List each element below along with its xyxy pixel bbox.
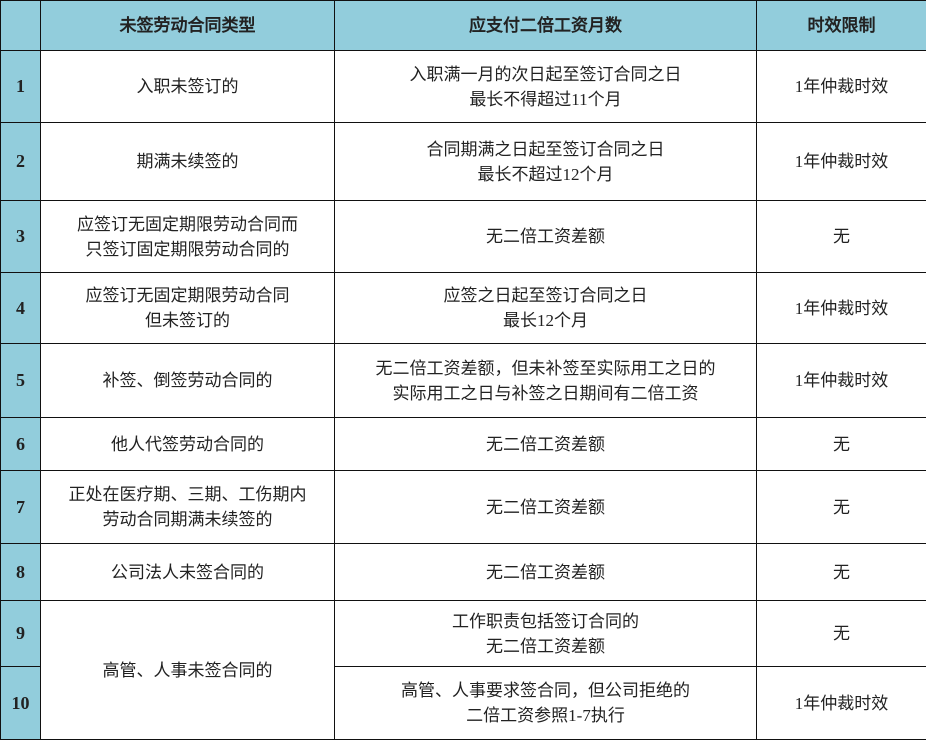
cell-line: 最长12个月: [339, 308, 752, 333]
cell-line: 最长不得超过11个月: [339, 87, 752, 112]
contract-type-cell: 正处在医疗期、三期、工伤期内劳动合同期满未续签的: [41, 471, 335, 544]
limit-cell: 1年仲裁时效: [757, 273, 926, 344]
row-number: 6: [1, 418, 41, 471]
cell-line: 正处在医疗期、三期、工伤期内: [45, 482, 330, 507]
limit-cell: 无: [757, 471, 926, 544]
cell-line: 只签订固定期限劳动合同的: [45, 237, 330, 262]
header-type: 未签劳动合同类型: [41, 1, 335, 51]
cell-line: 补签、倒签劳动合同的: [45, 368, 330, 393]
cell-line: 无二倍工资差额: [339, 432, 752, 457]
contract-type-cell: 他人代签劳动合同的: [41, 418, 335, 471]
row-number: 3: [1, 201, 41, 273]
contract-type-cell: 高管、人事未签合同的: [41, 601, 335, 740]
cell-line: 无二倍工资差额: [339, 634, 752, 659]
header-limit: 时效限制: [757, 1, 926, 51]
cell-line: 合同期满之日起至签订合同之日: [339, 137, 752, 162]
limit-cell: 1年仲裁时效: [757, 667, 926, 740]
cell-line: 入职未签订的: [45, 74, 330, 99]
cell-line: 二倍工资参照1-7执行: [339, 703, 752, 728]
row-number: 9: [1, 601, 41, 667]
contract-type-cell: 应签订无固定期限劳动合同而只签订固定期限劳动合同的: [41, 201, 335, 273]
cell-line: 最长不超过12个月: [339, 162, 752, 187]
row-number: 1: [1, 51, 41, 123]
cell-line: 实际用工之日与补签之日期间有二倍工资: [339, 381, 752, 406]
cell-line: 无二倍工资差额: [339, 560, 752, 585]
limit-cell: 无: [757, 601, 926, 667]
limit-cell: 无: [757, 418, 926, 471]
limit-cell: 1年仲裁时效: [757, 51, 926, 123]
cell-line: 应签订无固定期限劳动合同: [45, 283, 330, 308]
months-cell: 工作职责包括签订合同的无二倍工资差额: [335, 601, 757, 667]
contract-type-cell: 公司法人未签合同的: [41, 544, 335, 601]
months-cell: 应签之日起至签订合同之日最长12个月: [335, 273, 757, 344]
months-cell: 无二倍工资差额: [335, 418, 757, 471]
limit-cell: 1年仲裁时效: [757, 344, 926, 418]
row-number: 5: [1, 344, 41, 418]
months-cell: 无二倍工资差额: [335, 544, 757, 601]
header-row: 未签劳动合同类型 应支付二倍工资月数 时效限制: [1, 1, 926, 51]
limit-cell: 无: [757, 544, 926, 601]
months-cell: 无二倍工资差额: [335, 471, 757, 544]
row-number: 8: [1, 544, 41, 601]
cell-line: 入职满一月的次日起至签订合同之日: [339, 62, 752, 87]
cell-line: 高管、人事要求签合同，但公司拒绝的: [339, 678, 752, 703]
cell-line: 无二倍工资差额: [339, 224, 752, 249]
cell-line: 工作职责包括签订合同的: [339, 609, 752, 634]
months-cell: 无二倍工资差额，但未补签至实际用工之日的实际用工之日与补签之日期间有二倍工资: [335, 344, 757, 418]
row-number: 10: [1, 667, 41, 740]
cell-line: 应签订无固定期限劳动合同而: [45, 212, 330, 237]
contract-type-cell: 应签订无固定期限劳动合同但未签订的: [41, 273, 335, 344]
row-number: 2: [1, 123, 41, 201]
limit-cell: 无: [757, 201, 926, 273]
months-cell: 入职满一月的次日起至签订合同之日最长不得超过11个月: [335, 51, 757, 123]
cell-line: 期满未续签的: [45, 149, 330, 174]
months-cell: 合同期满之日起至签订合同之日最长不超过12个月: [335, 123, 757, 201]
months-cell: 高管、人事要求签合同，但公司拒绝的二倍工资参照1-7执行: [335, 667, 757, 740]
cell-line: 无二倍工资差额，但未补签至实际用工之日的: [339, 356, 752, 381]
cell-line: 公司法人未签合同的: [45, 560, 330, 585]
row-number: 4: [1, 273, 41, 344]
cell-line: 但未签订的: [45, 308, 330, 333]
row-number: 7: [1, 471, 41, 544]
cell-line: 劳动合同期满未续签的: [45, 507, 330, 532]
cell-line: 他人代签劳动合同的: [45, 432, 330, 457]
cell-line: 高管、人事未签合同的: [45, 658, 330, 683]
contract-type-cell: 入职未签订的: [41, 51, 335, 123]
months-cell: 无二倍工资差额: [335, 201, 757, 273]
cell-line: 应签之日起至签订合同之日: [339, 283, 752, 308]
header-months: 应支付二倍工资月数: [335, 1, 757, 51]
cell-line: 无二倍工资差额: [339, 495, 752, 520]
header-num: [1, 1, 41, 51]
contract-type-cell: 期满未续签的: [41, 123, 335, 201]
limit-cell: 1年仲裁时效: [757, 123, 926, 201]
contract-type-cell: 补签、倒签劳动合同的: [41, 344, 335, 418]
